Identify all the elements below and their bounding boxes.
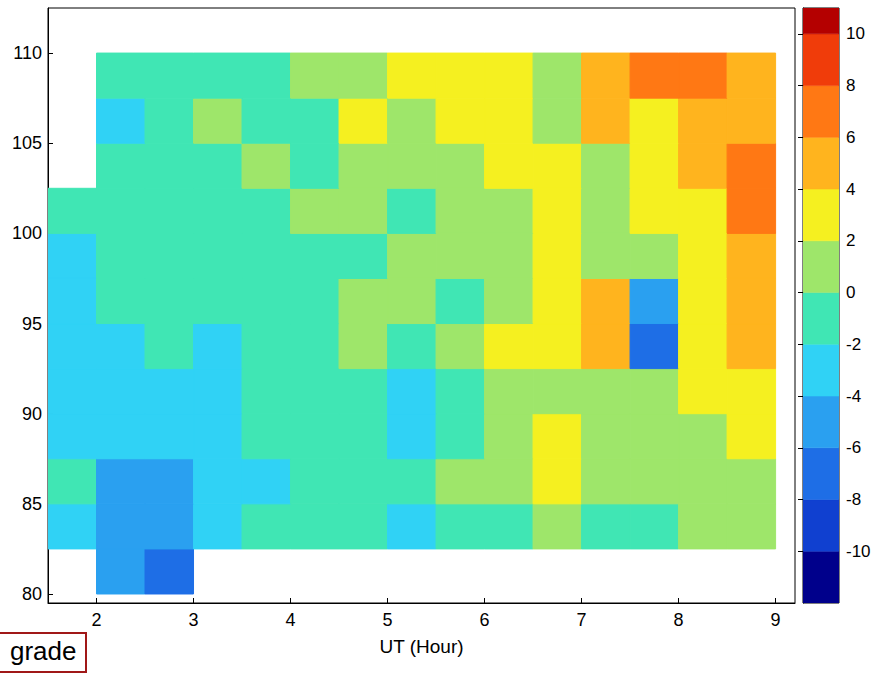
svg-text:UT (Hour): UT (Hour): [379, 636, 463, 657]
svg-text:4: 4: [846, 180, 855, 199]
svg-text:0: 0: [846, 283, 855, 302]
svg-text:8: 8: [674, 610, 684, 630]
svg-text:-6: -6: [846, 438, 861, 457]
svg-text:2: 2: [91, 610, 101, 630]
html-text:grade: grade: [10, 636, 77, 666]
svg-text:105: 105: [12, 133, 42, 153]
svg-text:2: 2: [846, 231, 855, 250]
svg-text:95: 95: [22, 314, 42, 334]
svg-text:-8: -8: [846, 490, 861, 509]
svg-text:110: 110: [13, 43, 42, 63]
svg-text:9: 9: [771, 610, 781, 630]
svg-text:-2: -2: [846, 335, 861, 354]
svg-text:80: 80: [22, 584, 42, 604]
svg-text:4: 4: [286, 610, 296, 630]
svg-text:100: 100: [12, 223, 42, 243]
svg-text:-4: -4: [846, 387, 861, 406]
svg-text:85: 85: [22, 494, 42, 514]
svg-text:10: 10: [846, 24, 865, 43]
svg-text:8: 8: [846, 76, 855, 95]
svg-text:5: 5: [383, 610, 393, 630]
svg-text:6: 6: [846, 128, 855, 147]
svg-text:90: 90: [22, 404, 42, 424]
svg-text:7: 7: [577, 610, 587, 630]
svg-text:-10: -10: [846, 542, 871, 561]
svg-text:6: 6: [480, 610, 490, 630]
svg-text:3: 3: [189, 610, 199, 630]
